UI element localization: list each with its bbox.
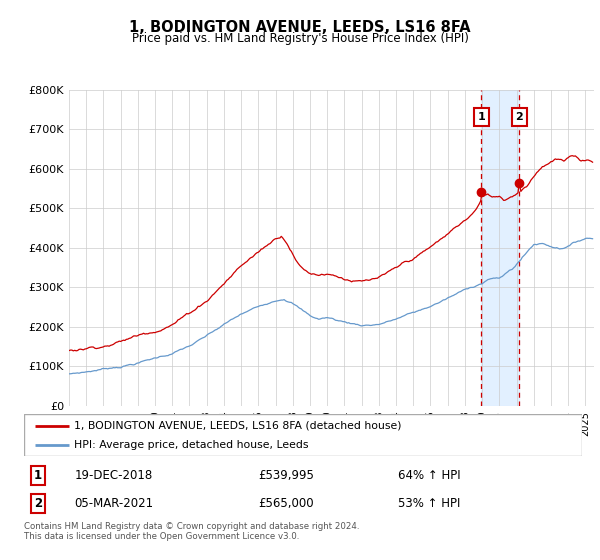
Text: 1, BODINGTON AVENUE, LEEDS, LS16 8FA (detached house): 1, BODINGTON AVENUE, LEEDS, LS16 8FA (de… bbox=[74, 421, 402, 431]
Text: 2: 2 bbox=[34, 497, 42, 510]
Text: Price paid vs. HM Land Registry's House Price Index (HPI): Price paid vs. HM Land Registry's House … bbox=[131, 32, 469, 45]
Text: Contains HM Land Registry data © Crown copyright and database right 2024.
This d: Contains HM Land Registry data © Crown c… bbox=[24, 522, 359, 542]
Text: 1: 1 bbox=[34, 469, 42, 482]
Text: 1, BODINGTON AVENUE, LEEDS, LS16 8FA: 1, BODINGTON AVENUE, LEEDS, LS16 8FA bbox=[129, 20, 471, 35]
Text: 64% ↑ HPI: 64% ↑ HPI bbox=[398, 469, 460, 482]
Text: £539,995: £539,995 bbox=[259, 469, 314, 482]
Text: 1: 1 bbox=[478, 113, 485, 122]
Text: HPI: Average price, detached house, Leeds: HPI: Average price, detached house, Leed… bbox=[74, 440, 309, 450]
Text: £565,000: £565,000 bbox=[259, 497, 314, 510]
Text: 19-DEC-2018: 19-DEC-2018 bbox=[74, 469, 152, 482]
Text: 2: 2 bbox=[515, 113, 523, 122]
Bar bbox=[481, 90, 520, 406]
Text: 05-MAR-2021: 05-MAR-2021 bbox=[74, 497, 154, 510]
Text: 53% ↑ HPI: 53% ↑ HPI bbox=[398, 497, 460, 510]
